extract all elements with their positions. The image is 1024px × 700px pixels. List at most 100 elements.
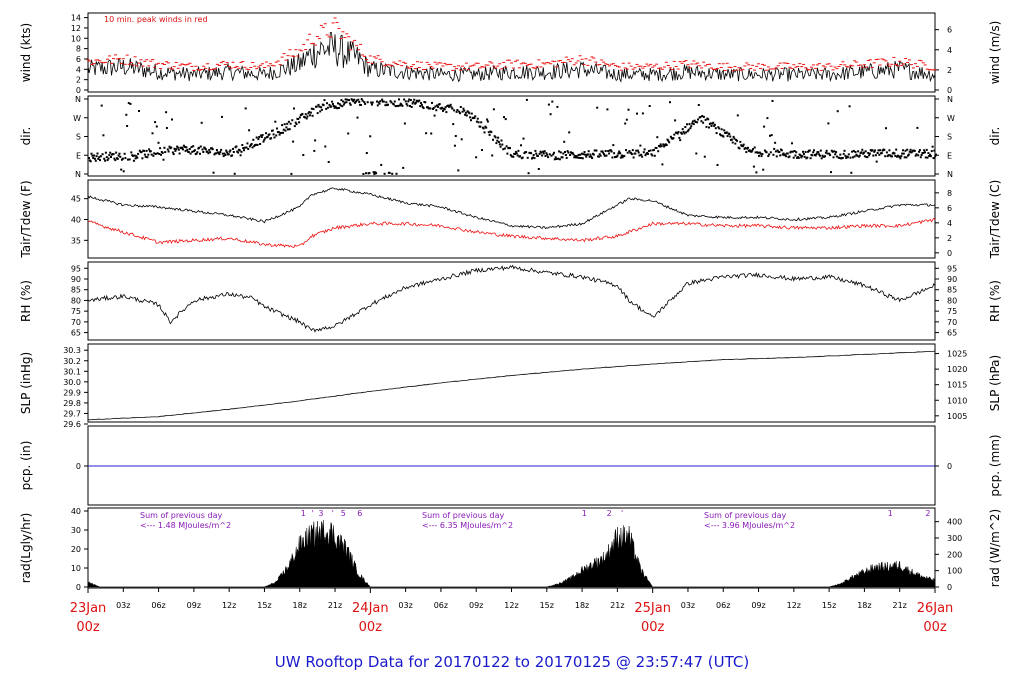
direction-point — [844, 154, 847, 157]
date-label: 25Jan — [634, 601, 671, 616]
direction-point — [557, 157, 560, 160]
direction-point — [104, 151, 107, 154]
direction-point — [399, 102, 402, 105]
direction-point — [196, 151, 199, 154]
direction-point — [580, 157, 583, 159]
direction-point — [923, 149, 926, 152]
direction-point — [697, 104, 700, 106]
direction-point — [123, 152, 126, 155]
right-tick-label-slp: 1020 — [947, 365, 967, 374]
direction-point — [901, 152, 904, 155]
direction-point — [715, 132, 718, 135]
left-tick-label-slp: 29.9 — [63, 388, 81, 397]
direction-point — [152, 154, 155, 157]
direction-point — [395, 172, 398, 175]
direction-point — [233, 172, 236, 175]
direction-point — [244, 107, 247, 110]
direction-point — [426, 106, 429, 109]
direction-point — [887, 154, 890, 157]
direction-point — [909, 148, 912, 151]
direction-point — [316, 112, 319, 115]
direction-point — [132, 159, 135, 162]
direction-point — [373, 173, 376, 175]
direction-point — [243, 146, 246, 149]
right-axis-label-temp: Tair/Tdew (C) — [988, 180, 1002, 260]
direction-point — [492, 108, 495, 111]
direction-point — [145, 149, 148, 152]
direction-point — [512, 155, 515, 158]
direction-point — [634, 152, 637, 155]
direction-point — [726, 135, 729, 138]
direction-point — [583, 151, 586, 153]
direction-point — [469, 116, 472, 119]
direction-point — [785, 155, 788, 158]
direction-point — [694, 120, 697, 123]
direction-point — [550, 154, 553, 157]
left-axis-label-rad: rad(Lgly/hr) — [19, 513, 33, 584]
direction-point — [200, 121, 203, 124]
direction-point — [713, 124, 716, 127]
direction-point — [150, 153, 153, 156]
direction-point — [490, 131, 493, 134]
direction-point — [342, 103, 345, 106]
direction-point — [161, 151, 164, 154]
direction-point — [636, 149, 639, 152]
direction-point — [842, 152, 845, 155]
direction-point — [398, 98, 400, 101]
direction-point — [767, 155, 770, 158]
direction-point — [556, 105, 559, 108]
direction-point — [501, 143, 504, 146]
direction-point — [689, 127, 692, 130]
direction-point — [917, 154, 920, 157]
direction-point — [204, 148, 207, 151]
direction-point — [712, 121, 715, 124]
wind-series — [86, 17, 937, 83]
direction-point — [164, 151, 167, 154]
direction-point — [385, 101, 388, 104]
direction-point — [241, 144, 244, 146]
direction-point — [119, 155, 122, 158]
direction-point — [165, 127, 168, 129]
direction-point — [361, 99, 364, 102]
direction-point — [875, 160, 878, 163]
direction-point — [218, 153, 221, 156]
direction-point — [500, 139, 503, 142]
direction-point — [623, 155, 626, 158]
direction-point — [195, 152, 198, 155]
direction-point — [784, 153, 787, 156]
direction-point — [276, 127, 278, 130]
direction-point — [243, 149, 245, 152]
direction-point — [405, 103, 408, 105]
direction-point — [581, 157, 584, 160]
direction-point — [480, 121, 483, 124]
direction-point — [871, 149, 874, 152]
direction-point — [359, 104, 362, 106]
direction-point — [307, 112, 310, 115]
direction-point — [149, 150, 152, 153]
direction-point — [891, 155, 893, 158]
direction-point — [211, 148, 214, 151]
direction-point — [635, 149, 638, 152]
direction-point — [172, 153, 175, 156]
direction-point — [515, 152, 518, 155]
direction-point — [601, 150, 604, 153]
direction-point — [686, 130, 689, 133]
direction-point — [381, 98, 384, 101]
right-tick-label-wind: 2 — [947, 66, 952, 75]
direction-point — [220, 148, 223, 151]
direction-point — [252, 138, 255, 141]
direction-point — [855, 153, 858, 156]
direction-point — [182, 148, 184, 151]
slp-series — [87, 350, 936, 421]
direction-point — [486, 118, 489, 121]
direction-point — [590, 155, 593, 158]
date-label: 24Jan — [352, 601, 389, 616]
direction-point — [100, 104, 103, 107]
direction-point — [209, 151, 212, 154]
direction-point — [464, 113, 467, 116]
direction-point — [282, 128, 285, 131]
left-axis-label-slp: SLP (inHg) — [19, 352, 33, 414]
direction-point — [779, 154, 782, 157]
direction-point — [662, 143, 665, 146]
direction-point — [317, 103, 320, 106]
